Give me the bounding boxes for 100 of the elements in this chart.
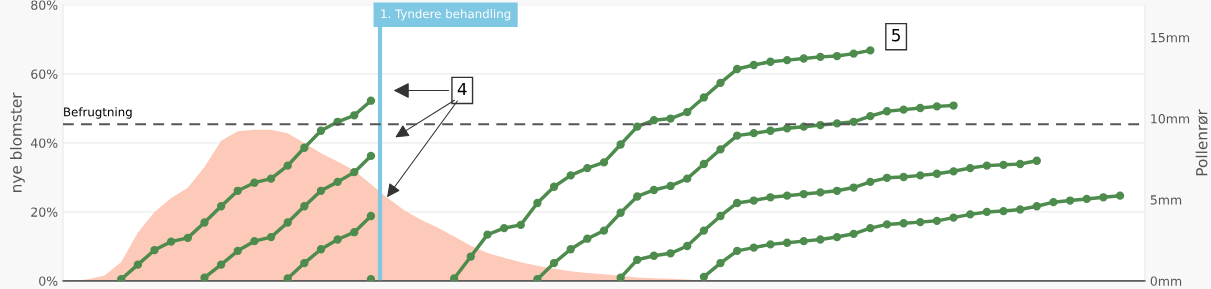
point (583, 234, 592, 243)
point (683, 241, 692, 251)
point (266, 174, 276, 183)
y-axis-title: nye blomster (9, 92, 25, 192)
point (683, 107, 692, 117)
point (1049, 198, 1058, 207)
point (999, 160, 1008, 169)
point (916, 217, 925, 227)
point (899, 105, 908, 114)
point (799, 236, 808, 246)
point (749, 243, 758, 252)
point (966, 163, 975, 173)
point (1082, 194, 1091, 204)
y2-tick-label: 0mm (1150, 276, 1182, 286)
point (782, 238, 792, 247)
point (716, 211, 725, 221)
point (866, 177, 875, 187)
point (616, 140, 625, 149)
point (233, 186, 242, 195)
point (716, 78, 725, 88)
point (449, 274, 459, 281)
point (699, 159, 709, 169)
point (816, 52, 825, 62)
point (583, 163, 592, 173)
point (1032, 202, 1041, 211)
point (350, 111, 359, 120)
point (350, 228, 359, 237)
point (549, 258, 559, 268)
y-tick-label: 60% (31, 69, 58, 79)
point (882, 220, 892, 229)
point (649, 116, 659, 125)
point (316, 245, 326, 254)
point (966, 210, 975, 219)
point (766, 193, 775, 202)
point (200, 218, 209, 227)
point (716, 145, 725, 154)
point (732, 64, 742, 74)
point (1099, 193, 1108, 202)
y2-axis-title: Pollenrør (1195, 109, 1208, 176)
point (283, 274, 292, 281)
point (683, 174, 692, 183)
point (366, 211, 376, 221)
point (250, 178, 259, 187)
point (699, 272, 709, 281)
point (300, 258, 309, 268)
point (1032, 156, 1041, 165)
point (766, 126, 775, 135)
point (649, 185, 659, 195)
point (832, 232, 842, 242)
point (616, 273, 625, 281)
point (333, 177, 342, 187)
point (916, 171, 925, 180)
point (749, 196, 758, 205)
point (1015, 159, 1025, 169)
point (466, 252, 475, 261)
point (1065, 196, 1075, 205)
y2-tick-label: 15mm (1151, 33, 1190, 43)
point (1015, 205, 1025, 214)
point (283, 161, 292, 170)
point (899, 172, 908, 182)
point (866, 111, 875, 121)
point (566, 171, 575, 180)
annotation: 5 (892, 29, 900, 42)
point (932, 216, 942, 226)
y-tick-label: 40% (30, 138, 58, 148)
point (167, 237, 176, 246)
point (350, 167, 359, 177)
point (633, 122, 642, 131)
point (283, 218, 292, 227)
point (932, 169, 942, 178)
point (616, 208, 625, 217)
point (849, 183, 858, 192)
point (782, 124, 792, 133)
point (1115, 191, 1125, 200)
point (366, 151, 376, 161)
point (316, 126, 326, 135)
point (916, 103, 925, 113)
point (782, 55, 792, 65)
point (832, 51, 842, 61)
point (699, 226, 709, 235)
ref-line-label: Befrugtning (64, 107, 132, 119)
point (849, 229, 858, 238)
point (633, 255, 642, 264)
point (749, 60, 758, 70)
point (999, 206, 1008, 216)
point (816, 235, 825, 244)
point (816, 188, 825, 197)
point (200, 273, 209, 281)
point (749, 129, 758, 138)
point (366, 96, 376, 105)
point (300, 143, 309, 152)
point (932, 102, 942, 111)
point (300, 202, 309, 211)
point (549, 182, 559, 191)
point (250, 236, 259, 246)
point (649, 251, 659, 260)
y-tick-label: 0% (39, 276, 58, 286)
point (666, 181, 675, 191)
point (799, 54, 808, 63)
point (732, 246, 742, 256)
